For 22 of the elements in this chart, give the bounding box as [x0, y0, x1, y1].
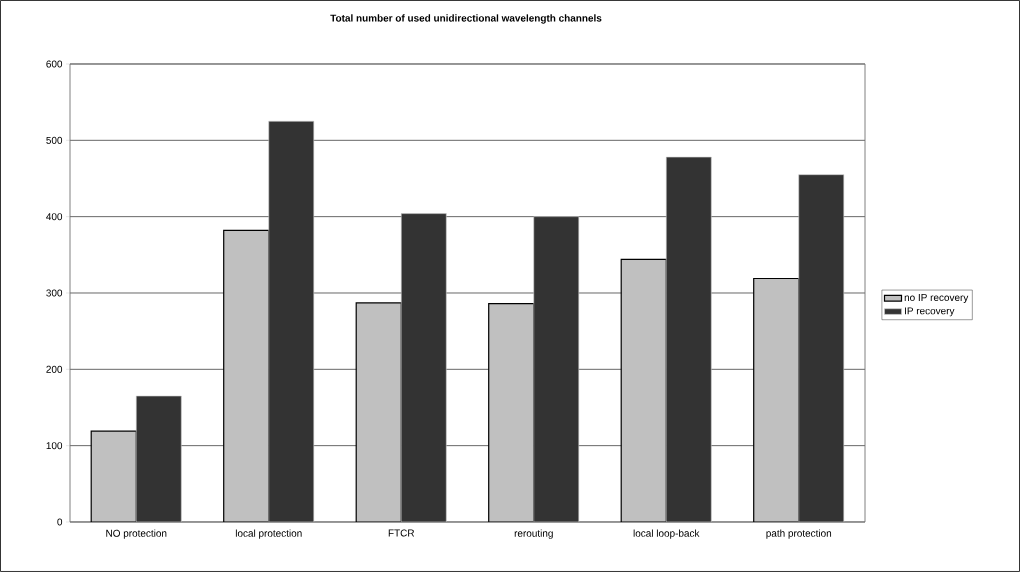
y-tick-label: 0: [57, 518, 63, 526]
x-tick-label: local protection: [235, 529, 302, 539]
bar: [798, 174, 845, 522]
x-tick-label: rerouting: [514, 529, 553, 539]
y-tick-label: 500: [46, 136, 63, 144]
y-tick-label: 300: [46, 289, 63, 297]
legend-label: IP recovery: [905, 307, 955, 317]
bar: [268, 120, 315, 522]
bar: [135, 395, 182, 522]
chart-title: Total number of used unidirectional wavelength channels: [330, 14, 602, 24]
legend-label: no IP recovery: [904, 294, 969, 303]
y-tick-label: 400: [46, 213, 63, 221]
y-tick-label: 100: [46, 442, 63, 450]
y-tick-label: 600: [46, 60, 63, 68]
bar: [665, 156, 712, 522]
x-tick-label: NO protection: [106, 529, 167, 539]
x-tick-label: path protection: [766, 529, 832, 539]
bar: [533, 216, 580, 522]
x-tick-label: FTCR: [388, 529, 415, 537]
y-tick-label: 200: [46, 365, 63, 373]
x-tick-label: local loop-back: [633, 529, 700, 539]
bar: [400, 213, 447, 522]
